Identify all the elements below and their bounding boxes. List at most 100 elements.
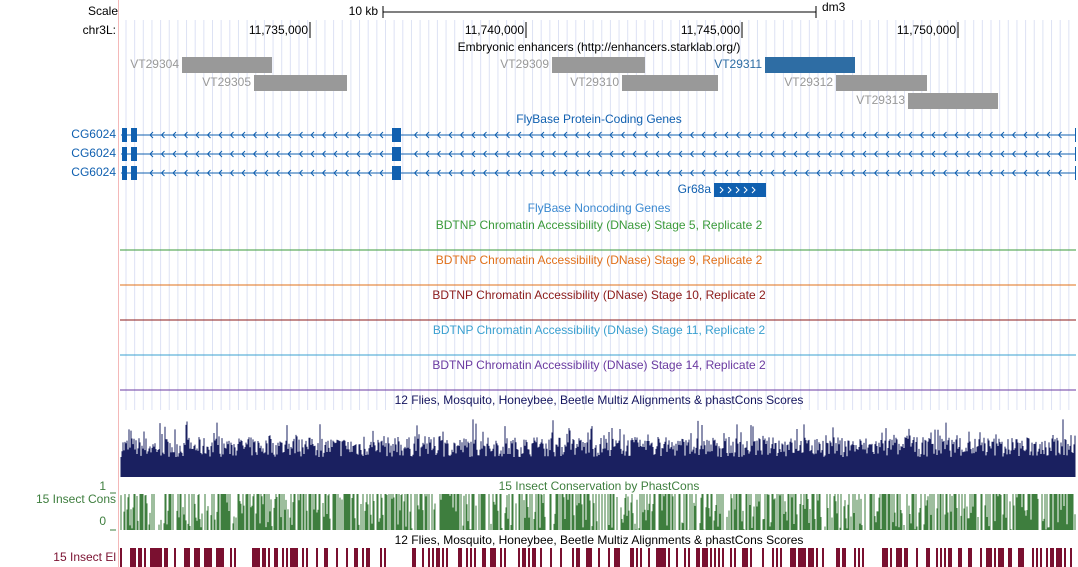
strand-arrow xyxy=(482,131,487,139)
scale-bar-label: 10 kb xyxy=(349,4,379,18)
strand-arrow xyxy=(804,131,809,139)
strand-arrow xyxy=(689,131,694,139)
exon xyxy=(131,147,137,161)
phastcons-wiggle xyxy=(120,494,1076,530)
strand-arrow xyxy=(310,169,315,177)
strand-arrow xyxy=(896,169,901,177)
strand-arrow xyxy=(195,131,200,139)
strand-arrow xyxy=(379,169,384,177)
strand-arrow xyxy=(965,169,970,177)
strand-arrow xyxy=(482,150,487,158)
strand-arrow xyxy=(689,169,694,177)
strand-arrow xyxy=(229,131,234,139)
strand-arrow xyxy=(183,131,188,139)
strand-arrow xyxy=(862,169,867,177)
strand-arrow xyxy=(919,150,924,158)
strand-arrow xyxy=(701,131,706,139)
strand-arrow xyxy=(252,131,257,139)
scale-bar xyxy=(382,6,817,18)
strand-arrow xyxy=(551,150,556,158)
strand-arrow xyxy=(459,131,464,139)
strand-arrow xyxy=(425,169,430,177)
strand-arrow xyxy=(505,169,510,177)
strand-arrow xyxy=(264,150,269,158)
strand-arrow xyxy=(206,131,211,139)
strand-arrow xyxy=(563,131,568,139)
strand-arrow xyxy=(321,131,326,139)
strand-arrow xyxy=(1057,169,1062,177)
strand-arrow xyxy=(1023,169,1028,177)
exon xyxy=(122,147,127,161)
strand-arrow xyxy=(528,131,533,139)
strand-arrow xyxy=(367,169,372,177)
strand-arrow xyxy=(942,150,947,158)
track-title: FlyBase Noncoding Genes xyxy=(528,201,671,215)
strand-arrow xyxy=(528,169,533,177)
strand-arrow xyxy=(724,131,729,139)
strand-arrow xyxy=(597,150,602,158)
strand-arrow xyxy=(827,131,832,139)
strand-arrow xyxy=(172,169,177,177)
strand-arrow xyxy=(160,150,165,158)
strand-arrow xyxy=(436,169,441,177)
strand-arrow xyxy=(333,169,338,177)
strand-arrow xyxy=(321,169,326,177)
strand-arrow xyxy=(919,131,924,139)
strand-arrow xyxy=(609,131,614,139)
strand-arrow xyxy=(149,169,154,177)
strand-arrow xyxy=(333,131,338,139)
strand-arrow xyxy=(149,131,154,139)
strand-arrow xyxy=(356,150,361,158)
strand-arrow xyxy=(816,150,821,158)
strand-arrow xyxy=(942,169,947,177)
enhancer xyxy=(254,75,347,91)
strand-arrow xyxy=(758,150,763,158)
track-title: FlyBase Protein-Coding Genes xyxy=(516,112,681,126)
enhancer-label: VT29312 xyxy=(784,75,833,89)
strand-arrow xyxy=(701,150,706,158)
strand-arrow xyxy=(471,169,476,177)
track-title: 12 Flies, Mosquito, Honeybee, Beetle Mul… xyxy=(395,533,804,547)
position-label: 11,745,000 xyxy=(681,23,740,37)
exon xyxy=(392,147,401,161)
strand-arrow xyxy=(655,169,660,177)
strand-arrow xyxy=(758,131,763,139)
strand-arrow xyxy=(862,150,867,158)
strand-arrow xyxy=(655,131,660,139)
strand-arrow xyxy=(597,131,602,139)
strand-arrow xyxy=(1011,150,1016,158)
strand-arrow xyxy=(149,150,154,158)
strand-arrow xyxy=(678,131,683,139)
strand-arrow xyxy=(747,169,752,177)
strand-arrow xyxy=(804,150,809,158)
chrom: chr3L: xyxy=(83,23,116,37)
strand-arrow xyxy=(586,131,591,139)
strand-arrow xyxy=(1000,150,1005,158)
strand-arrow xyxy=(1034,131,1039,139)
strand-arrow xyxy=(827,169,832,177)
strand-arrow xyxy=(356,169,361,177)
strand-arrow xyxy=(724,150,729,158)
exon xyxy=(122,128,127,142)
strand-arrow xyxy=(643,131,648,139)
strand-arrow xyxy=(1023,150,1028,158)
strand-arrow xyxy=(862,131,867,139)
enhancer-label: VT29309 xyxy=(500,57,549,71)
strand-arrow xyxy=(620,150,625,158)
strand-arrow xyxy=(873,169,878,177)
strand-arrow xyxy=(1034,150,1039,158)
track-title: BDTNP Chromatin Accessibility (DNase) St… xyxy=(433,323,766,337)
position-label: 11,735,000 xyxy=(249,23,308,37)
strand-arrow xyxy=(333,150,338,158)
strand-arrow xyxy=(206,169,211,177)
strand-arrow xyxy=(160,131,165,139)
strand-arrow xyxy=(252,169,257,177)
strand-arrow xyxy=(747,131,752,139)
strand-arrow xyxy=(719,186,724,194)
strand-arrow xyxy=(712,150,717,158)
strand-arrow xyxy=(160,169,165,177)
strand-arrow xyxy=(229,169,234,177)
strand-arrow xyxy=(425,131,430,139)
strand-arrow xyxy=(712,169,717,177)
